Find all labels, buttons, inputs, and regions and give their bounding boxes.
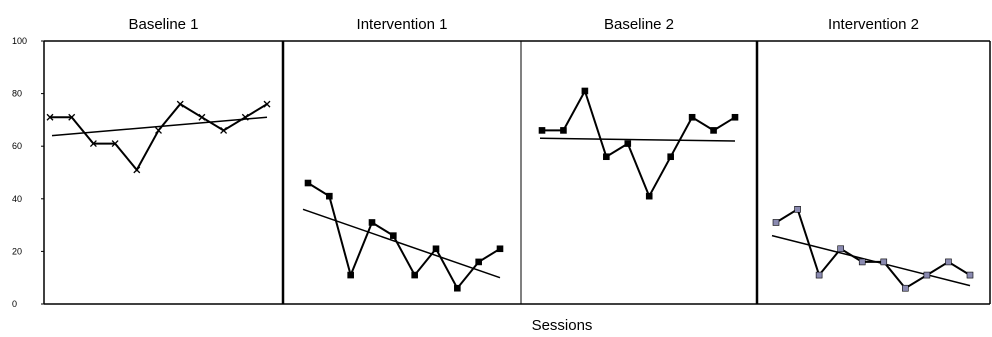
data-point [902, 284, 909, 292]
data-point [155, 126, 162, 134]
data-point [603, 153, 610, 161]
data-point [772, 219, 780, 226]
data-point [304, 179, 312, 187]
y-tick-label: 60 [12, 141, 22, 151]
data-point [411, 271, 418, 279]
data-point [624, 140, 632, 147]
y-tick-label: 80 [12, 89, 22, 99]
y-tick-label: 100 [12, 36, 27, 46]
x-axis-label: Sessions [532, 317, 593, 334]
data-point [241, 113, 249, 121]
data-point [815, 271, 823, 279]
data-point [710, 127, 717, 134]
phase-title: Intervention 2 [828, 16, 919, 33]
data-point [581, 87, 589, 95]
data-point [263, 100, 271, 108]
data-point [347, 271, 354, 279]
data-point-stroke [155, 126, 162, 134]
y-tick-label: 40 [12, 194, 22, 204]
data-point [945, 258, 952, 266]
data-point-stroke [220, 126, 228, 134]
data-point [496, 245, 504, 253]
data-point [645, 192, 653, 200]
data-point [794, 206, 801, 213]
data-point [560, 127, 567, 134]
data-point-stroke [133, 166, 141, 174]
data-point [538, 127, 546, 134]
data-point [176, 100, 184, 108]
data-point [368, 219, 376, 226]
data-point [966, 271, 974, 279]
phase-3: Baseline 2 [538, 16, 739, 200]
data-point-stroke [198, 113, 206, 121]
data-point [111, 140, 119, 148]
trend-line [302, 208, 501, 279]
trend-line [539, 137, 736, 142]
data-point [390, 232, 397, 239]
data-point-stroke [68, 113, 76, 121]
phase-title: Baseline 1 [128, 16, 198, 33]
data-point [68, 113, 76, 121]
phase-4: Intervention 2 [771, 16, 974, 292]
data-point [923, 271, 931, 279]
data-point [432, 245, 440, 253]
data-point [667, 153, 674, 161]
phase-title: Baseline 2 [604, 16, 674, 33]
data-point [731, 113, 739, 121]
data-point [688, 113, 696, 121]
data-point [133, 166, 141, 174]
series-line [542, 88, 736, 199]
data-point [198, 113, 206, 121]
data-point [837, 245, 844, 253]
y-axis-ticks: 0 20 40 60 80 100 [12, 36, 44, 309]
phase-1: Baseline 1 [46, 16, 271, 174]
y-tick-label: 0 [12, 299, 17, 309]
data-point-stroke [263, 100, 271, 108]
axes [43, 40, 991, 305]
data-point-stroke [111, 140, 119, 148]
y-tick-label: 20 [12, 246, 22, 256]
trend-line [51, 116, 268, 137]
data-point-stroke [176, 100, 184, 108]
data-point [46, 113, 54, 121]
phase-2: Intervention 1 [302, 16, 504, 292]
data-point [220, 126, 228, 134]
data-point [858, 258, 866, 266]
data-point [475, 258, 482, 266]
data-point [454, 284, 461, 292]
phases: Baseline 1 Intervention 1 Baseline 2 Interv… [46, 16, 974, 292]
series-line [307, 182, 501, 290]
series-line [775, 207, 971, 290]
data-point [880, 258, 888, 266]
data-point [326, 192, 333, 200]
data-point-stroke [46, 113, 54, 121]
data-point-stroke [89, 140, 97, 148]
data-point-stroke [241, 113, 249, 121]
series-line [50, 102, 268, 172]
phase-title: Intervention 1 [357, 16, 448, 33]
trend-line [771, 234, 971, 287]
data-point [89, 140, 97, 148]
